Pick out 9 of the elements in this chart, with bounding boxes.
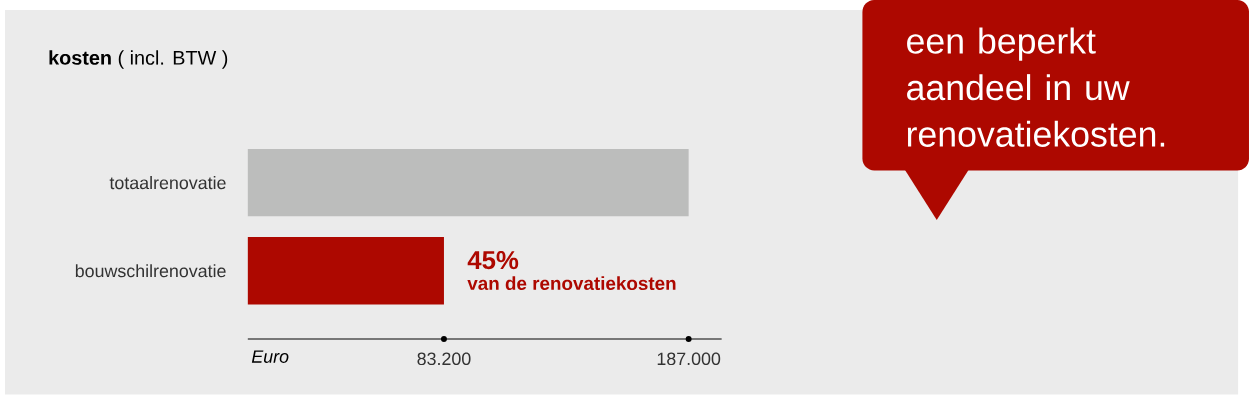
- x-axis-title: Euro: [251, 350, 289, 363]
- y-tick-label: totaalrenovatie: [109, 175, 226, 189]
- y-tick-label: bouwschilrenovatie: [75, 263, 226, 278]
- x-tick-label: 187.000: [657, 352, 721, 365]
- x-tick-label: 83.200: [417, 352, 471, 365]
- chart-title: kosten ( incl. BTW ): [49, 50, 228, 69]
- text: een beperkt aandeel in uw renovatiekosten.: [907, 27, 1165, 147]
- annotation: 45%: [467, 250, 519, 269]
- annotation: van de renovatiekosten: [467, 275, 676, 290]
